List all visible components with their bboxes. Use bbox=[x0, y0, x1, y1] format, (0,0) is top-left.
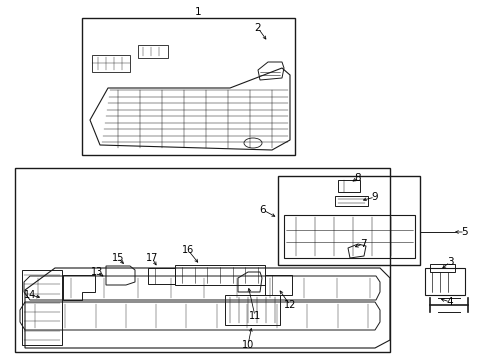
Bar bbox=[337, 180, 359, 192]
Bar bbox=[429, 264, 454, 272]
Text: 6: 6 bbox=[259, 205, 266, 215]
Bar bbox=[224, 295, 280, 325]
Bar bbox=[334, 196, 367, 206]
Bar bbox=[424, 268, 464, 295]
Bar bbox=[15, 168, 389, 352]
Bar bbox=[264, 275, 291, 295]
Text: 5: 5 bbox=[461, 227, 468, 237]
Text: 9: 9 bbox=[371, 192, 378, 202]
Bar bbox=[284, 215, 414, 258]
Bar bbox=[138, 45, 168, 58]
Text: 1: 1 bbox=[194, 7, 201, 17]
Bar bbox=[82, 18, 294, 155]
Bar bbox=[22, 270, 62, 345]
Bar bbox=[278, 176, 419, 265]
Text: 17: 17 bbox=[145, 253, 158, 263]
Bar bbox=[148, 268, 175, 284]
Text: 3: 3 bbox=[446, 257, 452, 267]
Bar bbox=[175, 265, 264, 285]
Text: 8: 8 bbox=[354, 173, 361, 183]
Text: 16: 16 bbox=[182, 245, 194, 255]
Text: 12: 12 bbox=[283, 300, 296, 310]
Text: 11: 11 bbox=[248, 311, 261, 321]
Text: 2: 2 bbox=[254, 23, 261, 33]
Text: 13: 13 bbox=[91, 267, 103, 277]
Text: 4: 4 bbox=[446, 297, 452, 307]
Text: 7: 7 bbox=[359, 239, 366, 249]
Text: 14: 14 bbox=[24, 290, 36, 300]
Text: 10: 10 bbox=[242, 340, 254, 350]
Bar bbox=[92, 55, 130, 72]
Text: 15: 15 bbox=[112, 253, 124, 263]
